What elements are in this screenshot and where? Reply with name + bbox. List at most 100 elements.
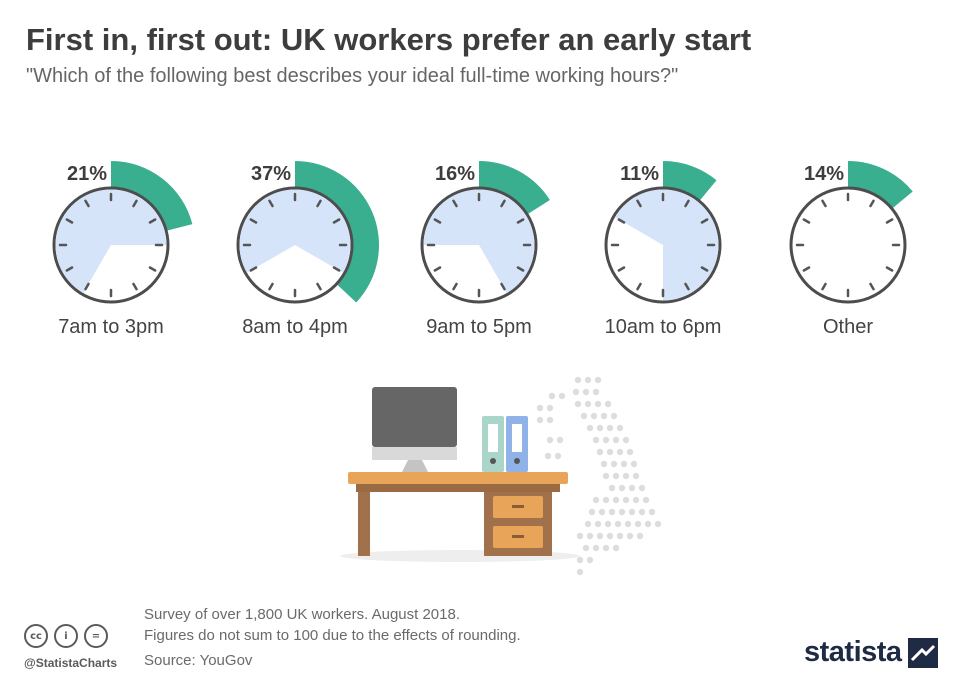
map-dot [604,520,612,528]
map-dot [588,508,596,516]
map-dot [594,400,602,408]
map-dot [606,424,614,432]
monitor-icon [372,387,457,472]
statista-logo-icon [907,637,938,668]
map-dot [582,544,590,552]
map-dot [546,436,554,444]
map-dot [630,460,638,468]
map-dot [616,532,624,540]
map-dot [638,484,646,492]
twitter-handle[interactable]: @StatistaCharts [24,656,118,670]
map-dot [618,484,626,492]
map-dot [546,404,554,412]
source-note: Source: YouGov [144,652,253,669]
hour-tick [332,218,341,224]
clock-chart-5: 14% Other [789,161,913,338]
clock-chart-2: 37% 8am to 4pm [236,161,379,338]
license-icons: cc i = [24,624,108,648]
map-dot [596,532,604,540]
hour-tick [268,199,274,208]
map-dot [634,520,642,528]
working-hours-sector [55,189,167,294]
working-hours-sector [239,189,351,273]
brand-name: statista [804,636,902,668]
hour-tick [452,199,458,208]
hour-tick [700,266,709,272]
map-dot [596,424,604,432]
chart-subtitle: "Which of the following best describes y… [26,65,679,87]
map-dot [622,436,630,444]
map-dot [580,412,588,420]
map-dot [586,424,594,432]
equals-icon: = [84,624,108,648]
map-dot [638,508,646,516]
category-label: 8am to 4pm [242,316,348,338]
hour-tick [869,199,875,208]
map-dot [612,436,620,444]
hour-tick [148,218,157,224]
map-dot [644,520,652,528]
map-dot [606,532,614,540]
hour-tick [684,199,690,208]
working-hours-sector [423,189,535,294]
map-dot [584,400,592,408]
hour-tick [885,266,894,272]
hour-tick [316,282,322,291]
map-dot [602,544,610,552]
map-dot [554,452,562,460]
map-dot [590,412,598,420]
map-dot [626,532,634,540]
map-dot [636,532,644,540]
category-label: 9am to 5pm [426,316,532,338]
desk [340,472,580,562]
map-dot [592,496,600,504]
map-dot [602,496,610,504]
map-dot [618,508,626,516]
percentage-label: 37% [251,163,291,185]
percentage-label: 14% [804,163,844,185]
statista-logo[interactable]: statista [804,636,938,669]
hour-tick [268,282,274,291]
map-dot [576,556,584,564]
map-dot [536,404,544,412]
hour-tick [636,199,642,208]
map-dot [614,520,622,528]
percentage-label: 21% [67,163,107,185]
person-icon: i [54,624,78,648]
category-label: 10am to 6pm [605,316,722,338]
map-dot [576,532,584,540]
map-dot [610,460,618,468]
map-dot [604,400,612,408]
hour-tick [617,266,626,272]
hour-tick [249,218,258,224]
hour-tick [148,266,157,272]
map-dot [582,388,590,396]
map-dot [632,472,640,480]
uk-map-dots [536,376,662,576]
hour-tick [636,282,642,291]
hour-tick [249,266,258,272]
hour-tick [65,266,74,272]
clock-chart-1: 21% 7am to 3pm [52,161,193,338]
map-dot [574,400,582,408]
map-dot [586,556,594,564]
hour-tick [84,199,90,208]
hour-tick [500,282,506,291]
hour-tick [869,282,875,291]
map-dot [606,448,614,456]
hour-tick [500,199,506,208]
working-hours-sector [614,189,719,301]
percentage-label: 11% [620,163,659,185]
map-dot [654,520,662,528]
map-dot [624,520,632,528]
map-dot [544,452,552,460]
hour-tick [132,199,138,208]
map-dot [574,376,582,384]
hour-tick [452,282,458,291]
cc-icon: cc [24,624,48,648]
map-dot [608,508,616,516]
map-dot [612,472,620,480]
map-dot [626,448,634,456]
map-dot [558,392,566,400]
